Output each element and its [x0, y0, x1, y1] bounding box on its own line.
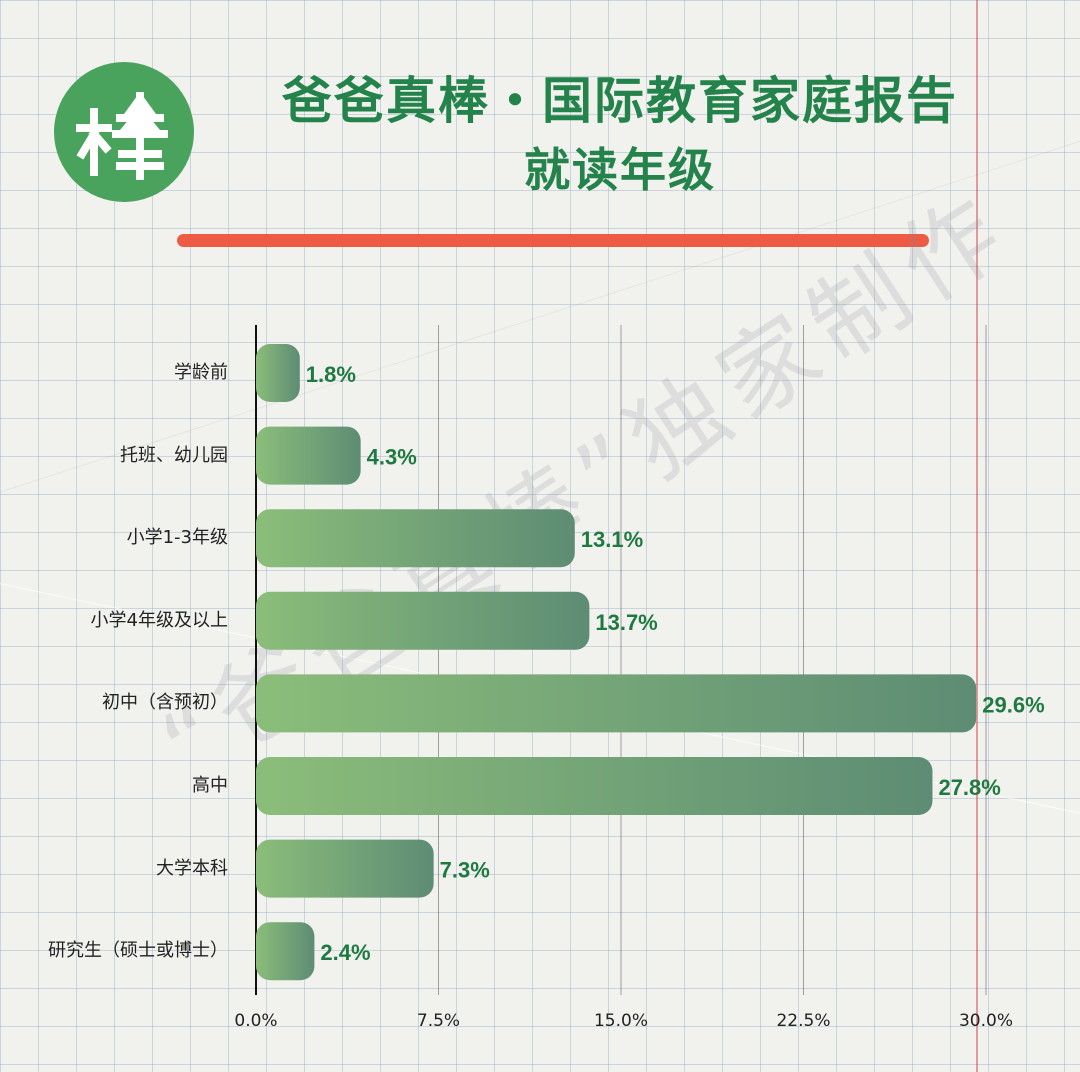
x-tick-label: 0.0%: [234, 1011, 277, 1031]
bar: [256, 674, 977, 733]
logo: [54, 62, 194, 202]
category-label: 学龄前: [174, 362, 228, 383]
category-label: 高中: [192, 775, 228, 796]
bar: [256, 922, 315, 981]
bar: [256, 591, 590, 650]
bar: [256, 757, 933, 815]
bar-value-label: 27.8%: [938, 775, 1000, 800]
bar-value-label: 29.6%: [982, 692, 1044, 717]
bar-value-label: 13.7%: [595, 610, 657, 635]
bar-value-label: 13.1%: [581, 527, 643, 552]
category-label: 初中（含预初）: [102, 692, 228, 714]
x-tick-label: 30.0%: [959, 1011, 1013, 1031]
bar-value-label: 1.8%: [306, 362, 356, 387]
x-tick-label: 15.0%: [594, 1011, 648, 1031]
category-label: 小学4年级及以上: [90, 609, 228, 631]
bar: [256, 344, 300, 402]
chart-title: 就读年级: [524, 143, 716, 197]
tree-logo-icon: [76, 92, 168, 180]
x-tick-label: 7.5%: [417, 1011, 460, 1031]
category-label: 研究生（硕士或博士）: [48, 940, 228, 962]
bar-value-label: 4.3%: [367, 445, 417, 470]
bar-value-label: 2.4%: [320, 940, 370, 965]
bar: [256, 509, 575, 568]
bar: [256, 426, 361, 485]
bar-value-label: 7.3%: [440, 858, 490, 883]
bar: [256, 839, 434, 898]
notebook-margin-line: [976, 0, 978, 1072]
category-label: 小学1-3年级: [126, 527, 228, 549]
category-label: 大学本科: [156, 857, 228, 879]
x-tick-label: 22.5%: [776, 1011, 830, 1031]
report-title: 爸爸真棒・国际教育家庭报告: [282, 72, 958, 130]
title-underline: [177, 234, 929, 247]
category-label: 托班、幼儿园: [120, 444, 228, 466]
